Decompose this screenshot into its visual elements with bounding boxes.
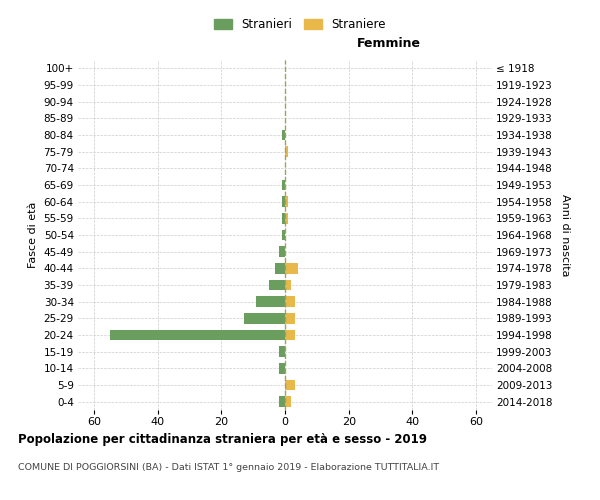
Bar	[285, 263, 298, 274]
Bar	[282, 230, 285, 240]
Bar	[282, 196, 285, 207]
Bar	[285, 196, 288, 207]
Text: Femmine: Femmine	[356, 36, 421, 50]
Bar	[285, 296, 295, 307]
Bar	[269, 280, 285, 290]
Bar	[244, 313, 285, 324]
Bar	[110, 330, 285, 340]
Bar	[278, 246, 285, 257]
Text: Popolazione per cittadinanza straniera per età e sesso - 2019: Popolazione per cittadinanza straniera p…	[18, 432, 427, 446]
Bar	[285, 396, 292, 407]
Bar	[285, 313, 295, 324]
Bar	[285, 146, 288, 157]
Legend: Stranieri, Straniere: Stranieri, Straniere	[209, 14, 391, 36]
Bar	[256, 296, 285, 307]
Bar	[278, 396, 285, 407]
Bar	[278, 346, 285, 357]
Bar	[275, 263, 285, 274]
Y-axis label: Anni di nascita: Anni di nascita	[560, 194, 570, 276]
Bar	[282, 180, 285, 190]
Bar	[285, 280, 292, 290]
Text: COMUNE DI POGGIORSINI (BA) - Dati ISTAT 1° gennaio 2019 - Elaborazione TUTTITALI: COMUNE DI POGGIORSINI (BA) - Dati ISTAT …	[18, 462, 439, 471]
Bar	[278, 363, 285, 374]
Bar	[285, 330, 295, 340]
Bar	[285, 380, 295, 390]
Bar	[282, 130, 285, 140]
Bar	[282, 213, 285, 224]
Y-axis label: Fasce di età: Fasce di età	[28, 202, 38, 268]
Bar	[285, 213, 288, 224]
